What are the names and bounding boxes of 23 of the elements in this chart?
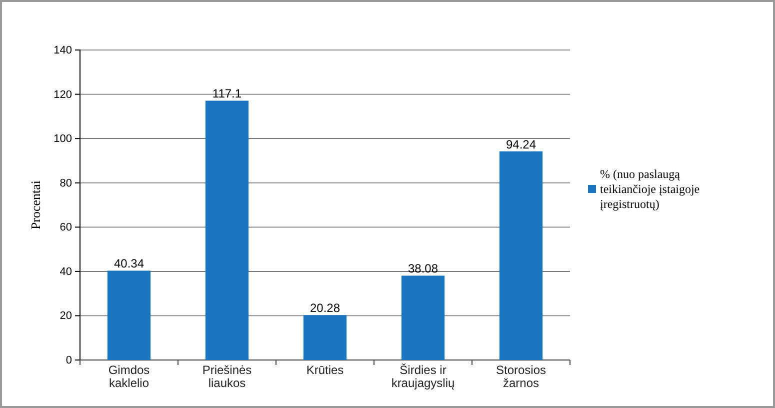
y-tick-label: 0 xyxy=(66,354,72,367)
data-label: 94.24 xyxy=(506,137,536,152)
y-tick-label: 140 xyxy=(54,44,72,57)
y-tick-label: 100 xyxy=(54,133,72,146)
data-label: 40.34 xyxy=(114,256,144,271)
bar xyxy=(205,100,249,360)
data-label: 20.28 xyxy=(310,301,340,316)
y-tick-label: 80 xyxy=(60,177,72,190)
y-tick-label: 60 xyxy=(60,222,72,234)
bar xyxy=(107,270,151,360)
x-tick-label: Širdies ir kraujagyslių xyxy=(391,362,455,390)
x-tick-label: Gimdos kaklelio xyxy=(108,362,150,390)
x-tick-label: Priešinės liaukos xyxy=(202,362,252,390)
legend-label: % (nuo paslaugą teikiančioje įstaigoje įregistruotų) xyxy=(600,167,700,211)
bar xyxy=(499,151,543,360)
x-tick-label: Storosios žarnos xyxy=(496,362,546,390)
y-tick-label: 40 xyxy=(60,266,72,278)
bar xyxy=(401,276,445,360)
bar xyxy=(303,315,347,360)
y-tick-label: 120 xyxy=(54,88,72,101)
y-axis-title: Procentai xyxy=(28,180,43,230)
x-tick-label: Krūties xyxy=(306,362,344,377)
y-tick-label: 20 xyxy=(60,310,72,322)
